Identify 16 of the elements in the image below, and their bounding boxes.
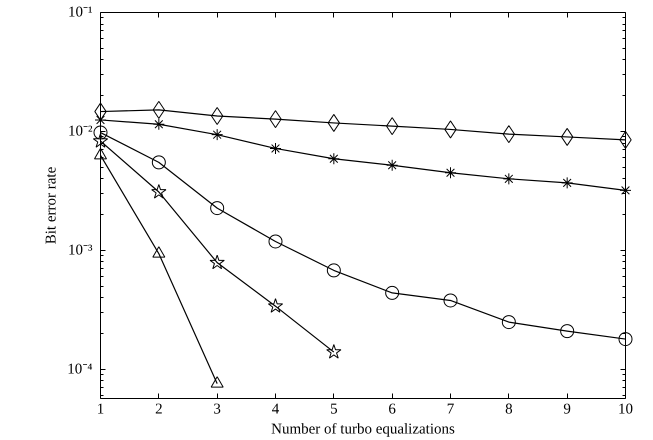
x-tick-label: 10 xyxy=(618,402,633,418)
x-tick-label: 6 xyxy=(388,402,396,418)
x-tick-label: 2 xyxy=(155,402,163,418)
x-tick-label: 8 xyxy=(505,402,513,418)
x-tick-label: 7 xyxy=(446,402,455,418)
x-tick-label: 5 xyxy=(330,402,338,418)
y-tick-label: 10⁻⁴ xyxy=(67,361,93,378)
y-tick-label: 10⁻² xyxy=(68,123,94,140)
x-tick-label: 9 xyxy=(563,402,571,418)
y-axis-title: Bit error rate xyxy=(43,166,60,244)
x-tick-label: 1 xyxy=(96,402,104,418)
x-axis-title: Number of turbo equalizations xyxy=(271,422,456,438)
x-tick-label: 4 xyxy=(272,402,280,418)
x-tick-label: 3 xyxy=(213,402,221,418)
y-tick-label: 10⁻³ xyxy=(68,242,94,258)
y-tick-label: 10⁻¹ xyxy=(68,4,93,20)
